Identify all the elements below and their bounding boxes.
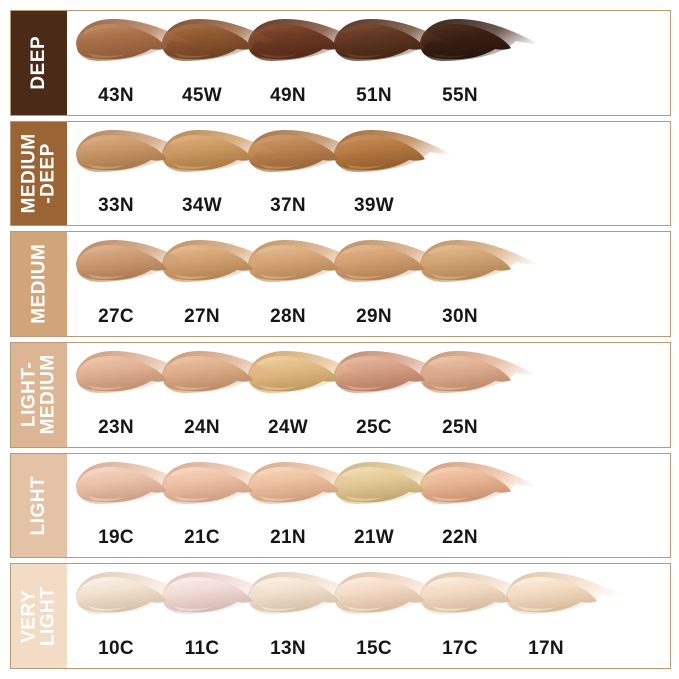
shade-swatch-cell[interactable]: 37N [245, 122, 365, 226]
swatch-area: 10C 11C [67, 564, 670, 669]
shade-swatch-cell[interactable]: 22N [417, 454, 537, 558]
shade-group-label-band: MEDIUM -DEEP [11, 121, 67, 226]
foundation-smear-swatch [503, 569, 625, 631]
shade-code-label: 27C [98, 306, 134, 328]
shade-swatch-cell[interactable]: 27N [159, 232, 279, 336]
shade-swatch-cell[interactable]: 43N [73, 11, 193, 115]
foundation-smear-swatch [417, 16, 539, 78]
shade-swatch-cell[interactable]: 25C [331, 343, 451, 447]
shade-group-label-text-line2: MEDIUM [38, 354, 59, 435]
shade-code-label: 19C [98, 527, 134, 549]
shade-row: MEDIUM 27C [10, 231, 671, 338]
shade-swatch-cell[interactable]: 55N [417, 11, 537, 115]
shade-group-label-text: MEDIUM -DEEP [18, 133, 59, 214]
shade-swatch-cell[interactable]: 33N [73, 122, 193, 226]
shade-code-label: 25C [356, 416, 392, 438]
shade-group-label-text: DEEP [28, 35, 50, 90]
shade-swatch-cell[interactable]: 24W [245, 343, 365, 447]
shade-swatch-cell[interactable]: 17N [503, 564, 623, 668]
shade-swatch-cell[interactable]: 17C [417, 564, 537, 668]
foundation-smear-swatch [417, 348, 539, 410]
shade-swatch-cell[interactable]: 10C [73, 564, 193, 668]
shade-swatch-cell[interactable]: 34W [159, 122, 279, 226]
shade-code-label: 17C [442, 638, 478, 660]
shade-group-label-band: DEEP [11, 11, 67, 115]
shade-row: DEEP 43N [10, 10, 671, 116]
shade-code-label: 13N [270, 638, 306, 660]
shade-code-label: 22N [442, 527, 478, 549]
shade-code-label: 21W [354, 527, 394, 549]
shade-group-label-band: LIGHT- MEDIUM [11, 343, 67, 447]
shade-group-label-text: LIGHT- MEDIUM [18, 354, 59, 435]
shade-row: LIGHT 19C [10, 452, 671, 559]
foundation-smear-swatch [417, 237, 539, 299]
shade-swatch-cell[interactable]: 30N [417, 232, 537, 336]
shade-code-label: 29N [356, 306, 392, 328]
shade-swatch-cell[interactable]: 24N [159, 343, 279, 447]
shade-row: LIGHT- MEDIUM 23N [10, 342, 671, 448]
foundation-smear-swatch [331, 127, 453, 189]
shade-swatch-cell[interactable]: 21C [159, 454, 279, 558]
shade-code-label: 27N [184, 306, 220, 328]
swatch-area: 23N 24N [67, 343, 670, 447]
shade-swatch-cell[interactable]: 51N [331, 11, 451, 115]
shade-group-label-text: VERY LIGHT [18, 586, 59, 646]
shade-group-label-text-line2: -DEEP [38, 143, 59, 204]
shade-swatch-cell[interactable]: 21N [245, 454, 365, 558]
shade-swatch-cell[interactable]: 13N [245, 564, 365, 668]
shade-swatch-cell[interactable]: 23N [73, 343, 193, 447]
shade-swatch-cell[interactable]: 28N [245, 232, 365, 336]
shade-code-label: 37N [270, 195, 306, 217]
swatch-area: 43N 45W [67, 11, 670, 115]
swatch-area: 27C 27N [67, 232, 670, 337]
shade-code-label: 51N [356, 84, 392, 106]
shade-code-label: 45W [182, 84, 222, 106]
shade-swatch-cell[interactable]: 27C [73, 232, 193, 336]
shade-code-label: 24N [184, 416, 220, 438]
shade-group-label-text: LIGHT [28, 475, 50, 536]
shade-swatch-cell[interactable]: 29N [331, 232, 451, 336]
shade-group-label-band: LIGHT [11, 453, 67, 558]
shade-code-label: 21N [270, 527, 306, 549]
shade-code-label: 55N [442, 84, 478, 106]
shade-code-label: 15C [356, 638, 392, 660]
shade-swatch-cell[interactable]: 49N [245, 11, 365, 115]
shade-code-label: 25N [442, 416, 478, 438]
shade-code-label: 49N [270, 84, 306, 106]
shade-group-label-text: MEDIUM [28, 244, 50, 325]
shade-swatch-cell[interactable]: 25N [417, 343, 537, 447]
shade-code-label: 34W [182, 195, 222, 217]
shade-row: MEDIUM -DEEP 33N [10, 120, 671, 227]
shade-swatch-cell[interactable]: 21W [331, 454, 451, 558]
shade-row: VERY LIGHT 10C [10, 563, 671, 670]
shade-swatch-cell[interactable]: 19C [73, 454, 193, 558]
shade-code-label: 21C [184, 527, 220, 549]
shade-code-label: 17N [528, 638, 564, 660]
shade-code-label: 39W [354, 195, 394, 217]
shade-code-label: 24W [268, 416, 308, 438]
shade-swatch-cell[interactable]: 39W [331, 122, 451, 226]
shade-swatch-cell[interactable]: 45W [159, 11, 279, 115]
shade-code-label: 23N [98, 416, 134, 438]
shade-swatch-cell[interactable]: 11C [159, 564, 279, 668]
shade-code-label: 28N [270, 306, 306, 328]
shade-code-label: 43N [98, 84, 134, 106]
shade-swatch-cell[interactable]: 15C [331, 564, 451, 668]
shade-group-label-text-line2: LIGHT [38, 586, 59, 646]
shade-code-label: 10C [98, 638, 134, 660]
swatch-area: 33N 34W [67, 121, 670, 226]
foundation-smear-swatch [417, 459, 539, 521]
shade-group-label-band: MEDIUM [11, 232, 67, 337]
shade-group-label-band: VERY LIGHT [11, 564, 67, 669]
shade-code-label: 11C [184, 638, 220, 660]
shade-code-label: 33N [98, 195, 134, 217]
shade-code-label: 30N [442, 306, 478, 328]
swatch-area: 19C 21C [67, 453, 670, 558]
